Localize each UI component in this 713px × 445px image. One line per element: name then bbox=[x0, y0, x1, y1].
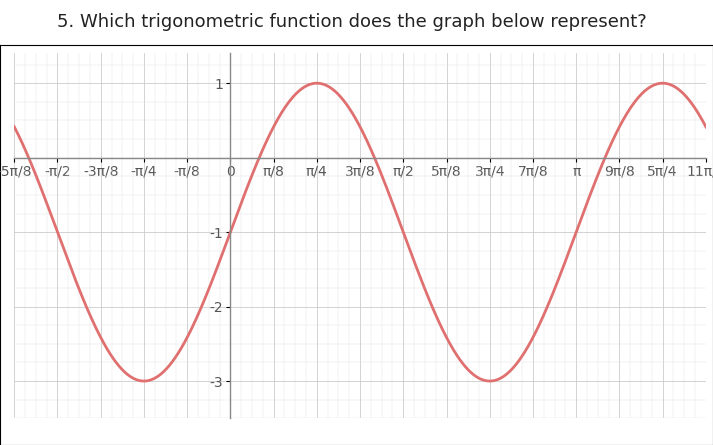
Text: 5. Which trigonometric function does the graph below represent?: 5. Which trigonometric function does the… bbox=[57, 13, 647, 31]
